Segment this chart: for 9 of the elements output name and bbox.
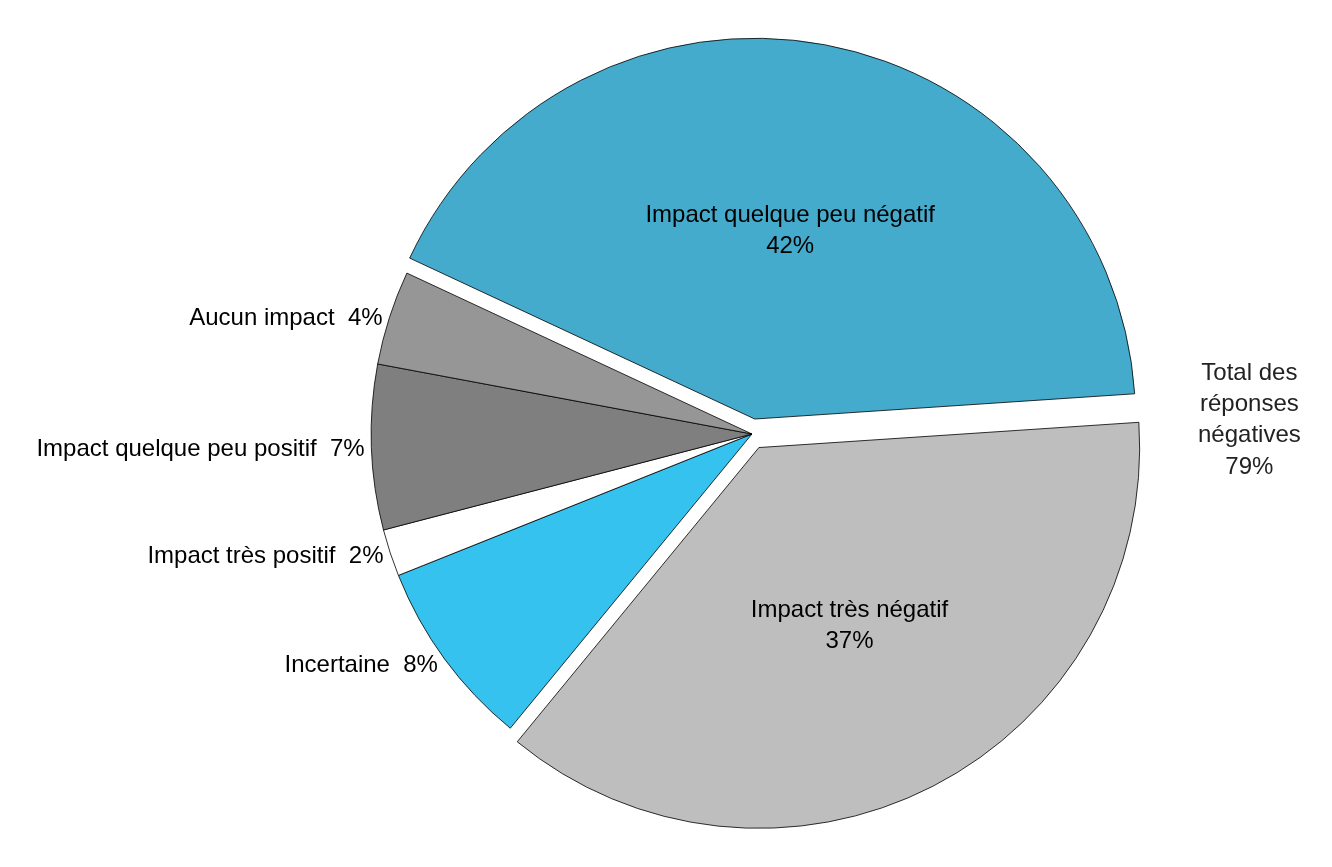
- text: Total des réponses négatives 79%: [1198, 358, 1301, 479]
- slice-label: Impact très positif 2%: [147, 540, 384, 568]
- slice-label: Incertaine 8%: [284, 650, 438, 678]
- slice-label: Impact très négatif: [750, 595, 949, 623]
- slice-label: Impact quelque peu négatif: [645, 199, 936, 227]
- data-label: 37%: [825, 626, 874, 654]
- slice-label: Impact quelque peu positif 7%: [36, 433, 365, 461]
- slice-label: Aucun impact 4%: [189, 302, 383, 330]
- data-label: 42%: [766, 231, 815, 259]
